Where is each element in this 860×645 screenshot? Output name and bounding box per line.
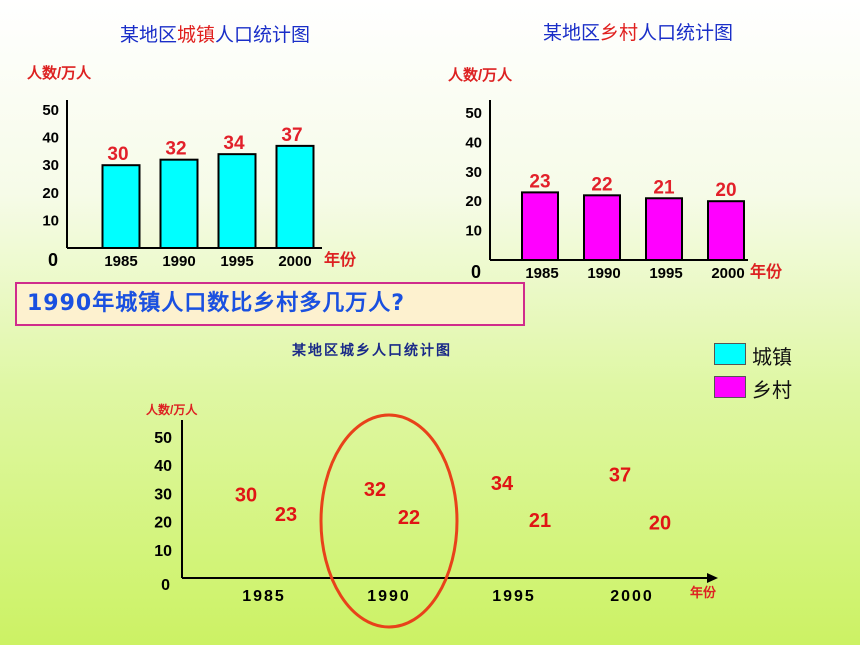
rural-y-tick-label: 50 [465, 105, 482, 122]
rural-bar [645, 197, 683, 261]
rural-title-part-3: 人口统计图 [638, 23, 734, 44]
urban-value-label: 34 [223, 133, 245, 154]
urban-chart-title: 某地区城镇人口统计图 [120, 20, 310, 47]
combined-point-label: 21 [529, 510, 551, 532]
urban-origin-label: 0 [48, 250, 58, 270]
urban-value-label: 30 [107, 144, 128, 165]
combined-category-label: 1985 [242, 588, 286, 605]
combined-x-axis-arrow [707, 573, 718, 583]
rural-category-label: 1995 [649, 265, 682, 282]
urban-y-tick-label: 30 [42, 157, 59, 174]
rural-y-tick-label: 40 [465, 134, 482, 151]
combined-y-axis-label: 人数/万人 [146, 402, 198, 417]
urban-bar [275, 144, 315, 250]
combined-point-label: 37 [609, 465, 631, 487]
urban-bar [101, 164, 141, 249]
combined-point-label: 22 [398, 507, 420, 529]
legend-swatch-urban [714, 343, 746, 365]
rural-x-axis-label: 年份 [750, 262, 783, 281]
rural-title-part-1: 某地区 [543, 23, 601, 44]
legend-label-rural: 乡村 [752, 380, 792, 402]
urban-bar [159, 158, 199, 249]
question-box: 1990年城镇人口数比乡村多几万人? [15, 282, 525, 326]
combined-x-axis-label: 年份 [690, 585, 717, 600]
rural-value-label: 20 [715, 180, 736, 201]
rural-y-tick-label: 30 [465, 164, 482, 181]
rural-value-label: 23 [529, 171, 550, 192]
urban-category-label: 1985 [104, 253, 137, 270]
rural-value-label: 22 [591, 174, 612, 195]
urban-y-axis-label: 人数/万人 [27, 64, 92, 82]
rural-category-label: 1990 [587, 265, 620, 282]
combined-y-tick-label: 40 [154, 458, 172, 475]
urban-y-tick-label: 40 [42, 130, 59, 147]
urban-title-part-3: 人口统计图 [215, 25, 311, 46]
urban-title-part-1: 某地区 [120, 25, 178, 46]
combined-point-label: 23 [275, 504, 297, 526]
urban-y-tick-label: 10 [42, 212, 59, 229]
rural-origin-label: 0 [471, 262, 481, 282]
urban-category-label: 1995 [220, 253, 253, 270]
rural-bar [583, 194, 621, 262]
rural-chart-title: 某地区乡村人口统计图 [543, 18, 733, 45]
legend-label-urban: 城镇 [752, 347, 792, 369]
combined-point-label: 32 [364, 479, 386, 501]
urban-x-axis-label: 年份 [324, 250, 357, 269]
combined-point-label: 34 [491, 473, 514, 495]
rural-bar [707, 200, 745, 261]
rural-title-part-2: 乡村 [600, 23, 639, 44]
combined-category-label: 2000 [610, 588, 654, 605]
urban-bar [217, 153, 257, 249]
combined-point-label: 20 [649, 513, 671, 535]
combined-point-label: 30 [235, 484, 257, 506]
combined-y-tick-label: 10 [154, 543, 172, 560]
urban-category-label: 2000 [278, 253, 311, 270]
rural-bar [521, 191, 559, 262]
urban-value-label: 32 [165, 139, 186, 160]
highlight-circle [319, 413, 459, 629]
combined-chart-title: 某地区城乡人口统计图 [292, 342, 452, 358]
combined-category-label: 1995 [492, 588, 536, 605]
urban-y-tick-label: 20 [42, 185, 59, 202]
rural-category-label: 1985 [525, 265, 558, 282]
combined-y-tick-label: 50 [154, 430, 172, 447]
rural-y-tick-label: 20 [465, 193, 482, 210]
urban-title-part-2: 城镇 [177, 25, 216, 46]
legend-swatch-rural [714, 376, 746, 398]
combined-category-label: 1990 [367, 588, 411, 605]
urban-category-label: 1990 [162, 253, 195, 270]
rural-value-label: 21 [653, 177, 675, 198]
rural-y-axis-label: 人数/万人 [448, 66, 513, 84]
urban-y-tick-label: 50 [42, 102, 59, 119]
combined-origin-label: 0 [161, 577, 170, 594]
urban-value-label: 37 [281, 125, 302, 146]
rural-category-label: 2000 [711, 265, 744, 282]
combined-y-tick-label: 20 [154, 515, 172, 532]
rural-y-tick-label: 10 [465, 223, 482, 240]
combined-y-tick-label: 30 [154, 486, 172, 503]
